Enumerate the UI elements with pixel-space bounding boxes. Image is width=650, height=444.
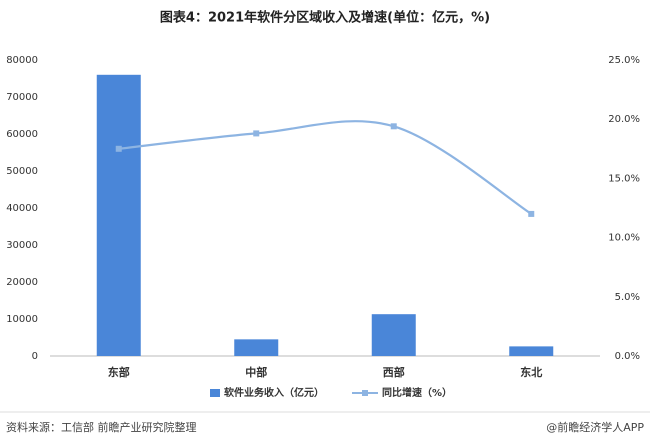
y-tick-label: 30000 [6, 240, 38, 251]
source: 资料来源：工信部 前瞻产业研究院整理 [6, 420, 197, 434]
line-marker [528, 210, 535, 217]
y2-tick-label: 5.0% [615, 292, 640, 303]
line-marker [253, 130, 260, 137]
y-tick-label: 10000 [6, 314, 38, 325]
bar [96, 74, 141, 357]
y2-tick-label: 15.0% [608, 173, 640, 184]
y2-tick-label: 10.0% [608, 233, 640, 244]
y-tick-label: 20000 [6, 277, 38, 288]
y-tick-label: 40000 [6, 203, 38, 214]
bar [509, 346, 554, 356]
y-tick-label: 50000 [6, 166, 38, 177]
y-tick-label: 60000 [6, 129, 38, 140]
x-tick-label: 东北 [520, 365, 542, 379]
y-tick-label: 0 [32, 351, 38, 362]
y2-tick-label: 20.0% [608, 114, 640, 125]
bar [371, 314, 416, 356]
y-tick-label: 70000 [6, 92, 38, 103]
y-tick-label: 80000 [6, 55, 38, 66]
chart-title: 图表4：2021年软件分区域收入及增速(单位：亿元，%) [160, 10, 490, 26]
bar [234, 339, 279, 356]
line-marker [390, 123, 397, 130]
legend-label: 软件业务收入（亿元） [224, 386, 324, 399]
x-tick-label: 西部 [383, 365, 405, 379]
credit: @前瞻经济学人APP [546, 420, 644, 434]
x-tick-label: 中部 [245, 365, 267, 379]
legend-label: 同比增速（%） [382, 386, 452, 399]
y2-tick-label: 0.0% [615, 351, 640, 362]
legend-swatch [362, 390, 368, 396]
x-tick-label: 东部 [108, 365, 130, 379]
legend-swatch [210, 389, 220, 397]
y2-tick-label: 25.0% [608, 55, 640, 66]
line [118, 120, 532, 215]
line-marker [115, 145, 122, 152]
